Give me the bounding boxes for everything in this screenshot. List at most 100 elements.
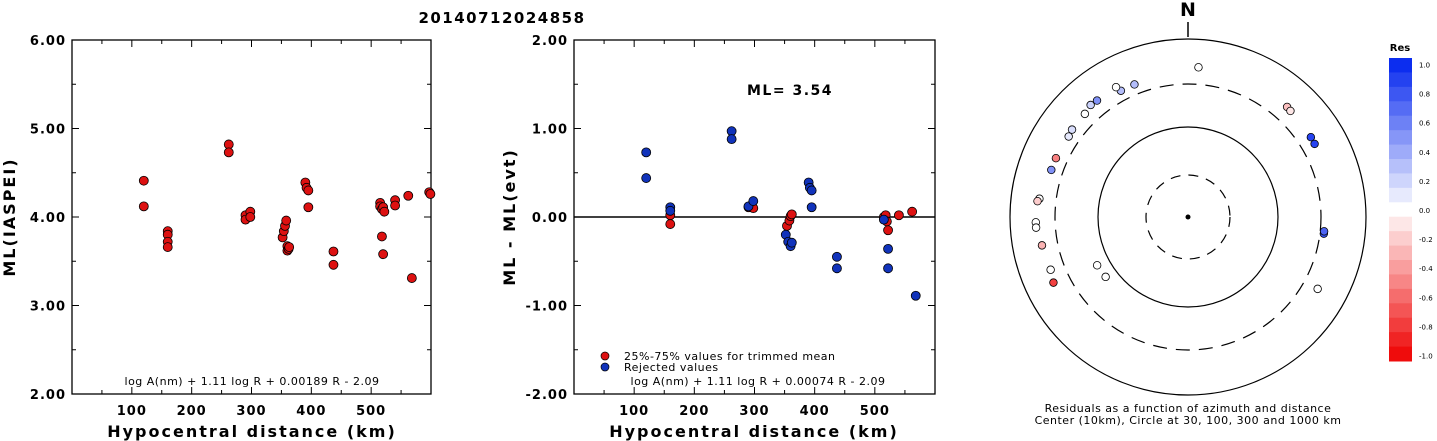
station-point — [1092, 261, 1102, 270]
colorbar-cell — [1389, 173, 1412, 189]
colorbar-cell — [1389, 202, 1412, 218]
y-tick-label: 5.00 — [30, 123, 66, 138]
colorbar-cell — [1389, 144, 1412, 160]
legend-label-trimmed: 25%-75% values for trimmed mean — [624, 350, 836, 363]
distance-ring — [1097, 126, 1279, 308]
data-point — [378, 249, 389, 260]
data-point — [390, 200, 401, 211]
data-point — [425, 189, 436, 199]
residual-vs-distance-panel: 100 200 300 400 500 -2.00 -1.00 0.00 1.00 2.00 ML… — [500, 34, 936, 441]
colorbar-tick-label: 1.0 — [1419, 62, 1430, 70]
x-tick-label: 400 — [296, 404, 326, 419]
station-point — [1037, 241, 1047, 250]
data-point — [328, 246, 339, 257]
colorbar-cell — [1389, 245, 1412, 261]
station-point — [1080, 109, 1090, 119]
data-point — [665, 205, 676, 216]
station-point — [1033, 196, 1042, 206]
station-point — [1086, 100, 1095, 110]
data-point — [377, 231, 387, 242]
magnitude-vs-distance-panel: 100 200 300 400 500 2.00 3.00 4.00 5.00 6.00 Hypo… — [0, 34, 436, 441]
station-point — [1031, 223, 1041, 232]
y-tick-label: 1.00 — [532, 123, 568, 138]
y-tick-label: -1.00 — [526, 300, 568, 315]
data-point — [665, 219, 676, 229]
colorbar-cell — [1389, 159, 1412, 174]
colorbar-cell — [1389, 187, 1412, 203]
colorbar-cell — [1389, 58, 1412, 73]
figure-title: 20140712024858 — [418, 9, 585, 27]
colorbar-tick-label: 0.2 — [1419, 178, 1430, 186]
data-point — [406, 273, 417, 283]
north-label: N — [1180, 0, 1196, 21]
data-point — [883, 263, 893, 274]
formula-text: log A(nm) + 1.11 log R + 0.00189 R - 2.0… — [125, 375, 380, 388]
station-point — [1047, 165, 1056, 175]
station-point — [1101, 272, 1110, 282]
colorbar-title: Res — [1390, 43, 1410, 54]
map-caption-line1: Residuals as a function of azimuth and d… — [1045, 402, 1332, 415]
station-residuals — [1031, 63, 1329, 294]
distance-ring — [1054, 83, 1322, 351]
x-axis-label: Hypocentral distance (km) — [107, 422, 397, 441]
station-point — [1310, 139, 1319, 149]
data-point — [138, 201, 149, 212]
axes: 100 200 300 400 500 2.00 3.00 4.00 5.00 6.00 — [30, 34, 431, 419]
x-tick-label: 400 — [800, 404, 830, 419]
y-axis-label: ML - ML(evt) — [500, 148, 519, 286]
colorbar-cell — [1389, 346, 1412, 362]
station-point — [1051, 153, 1061, 163]
data-point — [832, 251, 842, 262]
data-point — [403, 190, 414, 201]
y-axis-label: ML(IASPEI) — [0, 157, 19, 276]
x-tick-label: 300 — [739, 404, 769, 419]
colorbar-cell — [1389, 86, 1412, 102]
station-point — [1046, 265, 1055, 274]
y-tick-label: 2.00 — [30, 388, 66, 403]
data-point — [786, 209, 797, 220]
axes: 100 200 300 400 500 -2.00 -1.00 0.00 1.00 2.00 — [526, 34, 935, 419]
data-point — [806, 185, 817, 196]
colorbar-tick-label: 0.8 — [1419, 91, 1430, 99]
station-point — [1067, 125, 1077, 134]
data-point — [641, 147, 652, 158]
y-tick-label: 0.00 — [532, 211, 568, 226]
x-tick-label: 200 — [177, 404, 207, 419]
colorbar-tick-label: 0.0 — [1419, 207, 1430, 215]
colorbar-tick-label: -0.8 — [1419, 323, 1433, 331]
colorbar-cell — [1389, 130, 1412, 146]
data-point — [303, 185, 314, 196]
colorbar-cell — [1389, 317, 1412, 333]
colorbar-cell — [1389, 274, 1412, 290]
data-point — [883, 225, 893, 236]
y-tick-label: 2.00 — [532, 34, 568, 49]
x-tick-label: 500 — [860, 404, 890, 419]
distance-rings — [1009, 38, 1367, 396]
data-point — [878, 214, 889, 225]
station-point — [1194, 63, 1203, 72]
station-point — [1130, 80, 1139, 89]
data-point — [284, 242, 295, 252]
data-point — [806, 202, 817, 213]
data-point — [223, 147, 234, 158]
y-tick-label: 4.00 — [30, 211, 66, 226]
data-point — [910, 290, 921, 301]
legend-marker-rejected — [600, 362, 610, 372]
center-dot — [1185, 214, 1191, 220]
x-tick-label: 100 — [117, 404, 147, 419]
colorbar: 1.0 0.8 0.6 0.4 0.2 0.0 -0.2 -0.4 -0.6 -0.8 -1.0 — [1389, 58, 1433, 362]
data-point — [245, 212, 256, 222]
colorbar-cell — [1389, 288, 1412, 304]
station-point — [1092, 96, 1102, 105]
colorbar-tick-label: -0.6 — [1419, 294, 1433, 302]
station-point — [1306, 133, 1316, 142]
colorbar-cell — [1389, 260, 1412, 275]
data-point — [641, 173, 652, 183]
colorbar-cell — [1389, 231, 1412, 247]
station-point — [1064, 132, 1073, 141]
colorbar-cell — [1389, 303, 1412, 319]
y-tick-label: 6.00 — [30, 34, 66, 49]
data-point — [786, 237, 797, 248]
legend-marker-trimmed — [600, 351, 610, 361]
